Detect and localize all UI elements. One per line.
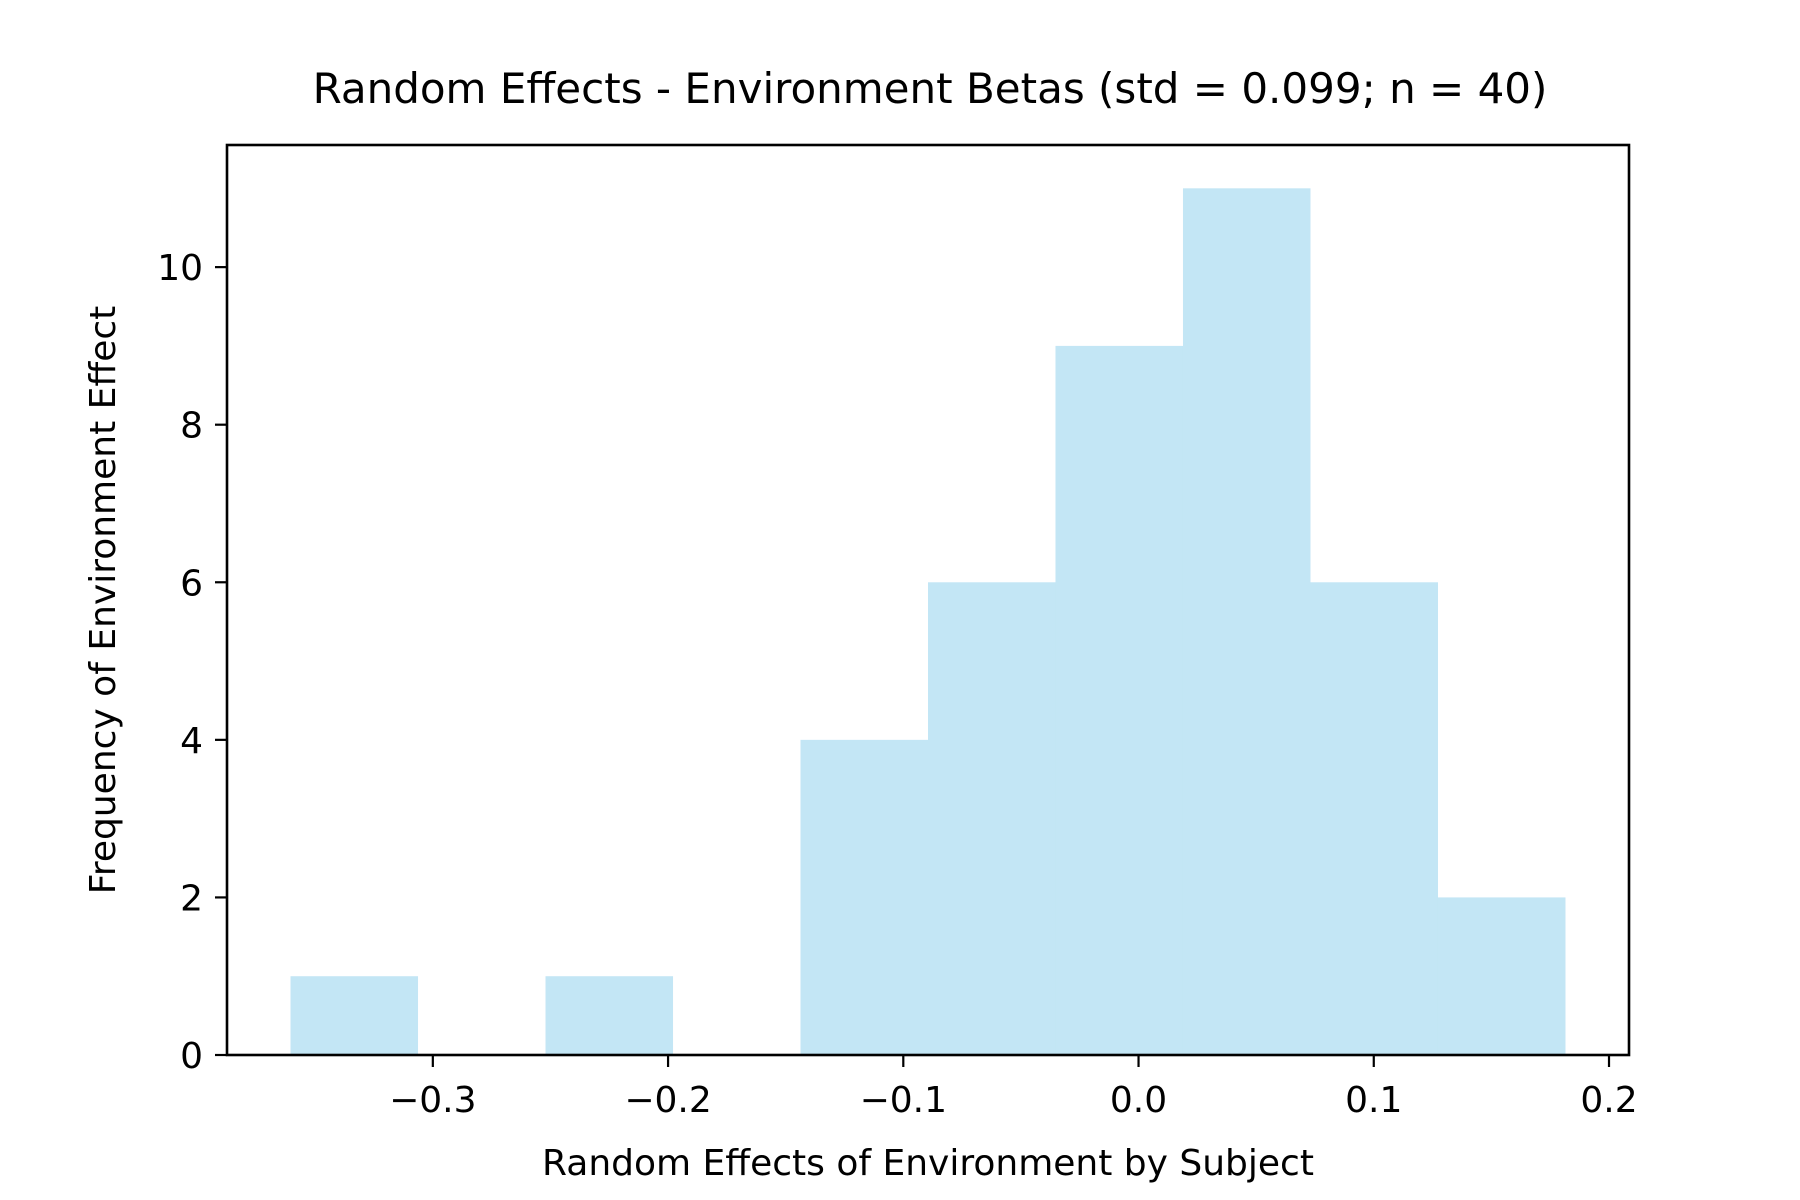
histogram-bar xyxy=(1182,188,1311,1056)
y-tick-label: 4 xyxy=(180,721,203,762)
x-axis-label: Random Effects of Environment by Subject xyxy=(542,1143,1314,1184)
y-tick-label: 6 xyxy=(180,563,203,604)
y-tick-label: 0 xyxy=(180,1036,203,1077)
plot-frame xyxy=(225,143,1631,1057)
y-tick-label: 2 xyxy=(180,878,203,919)
y-tick-label: 8 xyxy=(180,406,203,447)
histogram-bar xyxy=(800,739,928,1055)
y-axis: 0 2 4 6 8 10 xyxy=(157,248,227,1077)
x-tick-label: −0.2 xyxy=(624,1080,711,1121)
x-tick-label: −0.3 xyxy=(389,1080,476,1121)
chart-title: Random Effects - Environment Betas (std … xyxy=(313,64,1548,113)
y-axis-label: Frequency of Environment Effect xyxy=(83,306,124,894)
x-tick-label: 0.1 xyxy=(1345,1080,1402,1121)
histogram-bar xyxy=(1055,345,1183,1056)
histogram-bar xyxy=(1437,897,1566,1055)
x-tick-label: 0.0 xyxy=(1110,1080,1167,1121)
histogram-bar xyxy=(1310,582,1438,1055)
histogram-bar xyxy=(290,976,419,1055)
y-tick-label: 10 xyxy=(157,248,203,289)
x-axis: −0.3 −0.2 −0.1 0.0 0.1 0.2 xyxy=(389,1055,1638,1121)
x-tick-label: −0.1 xyxy=(860,1080,947,1121)
bars-layer xyxy=(290,188,1566,1056)
histogram-bar xyxy=(545,976,674,1055)
histogram-bar xyxy=(928,582,1056,1055)
x-tick-label: 0.2 xyxy=(1580,1080,1637,1121)
